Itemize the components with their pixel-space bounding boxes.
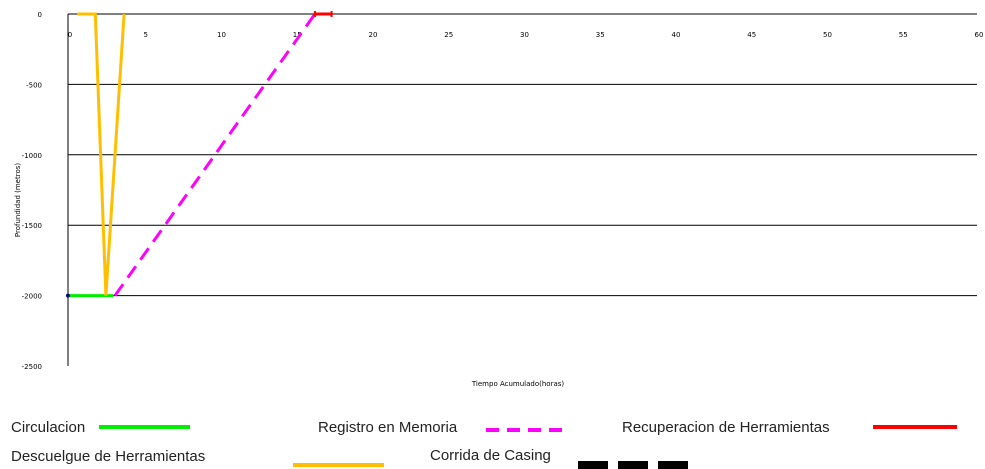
- series-lines: [66, 11, 333, 298]
- x-tick-label: 35: [596, 31, 605, 39]
- y-tick-label: -1000: [22, 152, 42, 160]
- x-axis-title: Tiempo Acumulado(horas): [471, 380, 565, 388]
- legend-label-registro: Registro en Memoria: [318, 419, 458, 436]
- x-tick-label: 50: [823, 31, 832, 39]
- series-point: [66, 293, 70, 298]
- x-tick-label: 55: [899, 31, 908, 39]
- x-tick-labels: 0 5 10 15 20 25 30 35 40 45 50 55 60: [68, 31, 984, 39]
- y-tick-label: -1500: [22, 222, 42, 230]
- legend: Circulacion Registro en Memoria Recupera…: [11, 419, 957, 469]
- gridlines: [68, 13, 977, 297]
- y-tick-labels: 0 -500 -1000 -1500 -2000 -2500: [22, 11, 42, 371]
- x-tick-label: 20: [369, 31, 378, 39]
- series-line: [113, 13, 317, 297]
- legend-label-descuelgue: Descuelgue de Herramientas: [11, 448, 205, 465]
- y-tick-label: -2500: [22, 363, 42, 371]
- x-tick-label: 40: [672, 31, 681, 39]
- x-tick-label: 0: [68, 31, 72, 39]
- series-line: [77, 12, 126, 296]
- x-tick-label: 60: [975, 31, 984, 39]
- x-tick-label: 15: [293, 31, 302, 39]
- x-tick-label: 25: [444, 31, 453, 39]
- x-tick-label: 45: [747, 31, 756, 39]
- x-tick-label: 10: [217, 31, 226, 39]
- legend-label-circulacion: Circulacion: [11, 419, 85, 436]
- legend-label-corrida: Corrida de Casing: [430, 447, 551, 464]
- x-tick-label: 5: [144, 31, 148, 39]
- y-tick-label: 0: [38, 11, 42, 19]
- y-tick-label: -2000: [22, 293, 42, 301]
- y-tick-label: -500: [26, 81, 42, 89]
- y-axis-title: Profundidad (metros): [14, 163, 22, 237]
- x-tick-label: 30: [520, 31, 529, 39]
- legend-label-recuperacion: Recuperacion de Herramientas: [622, 419, 830, 436]
